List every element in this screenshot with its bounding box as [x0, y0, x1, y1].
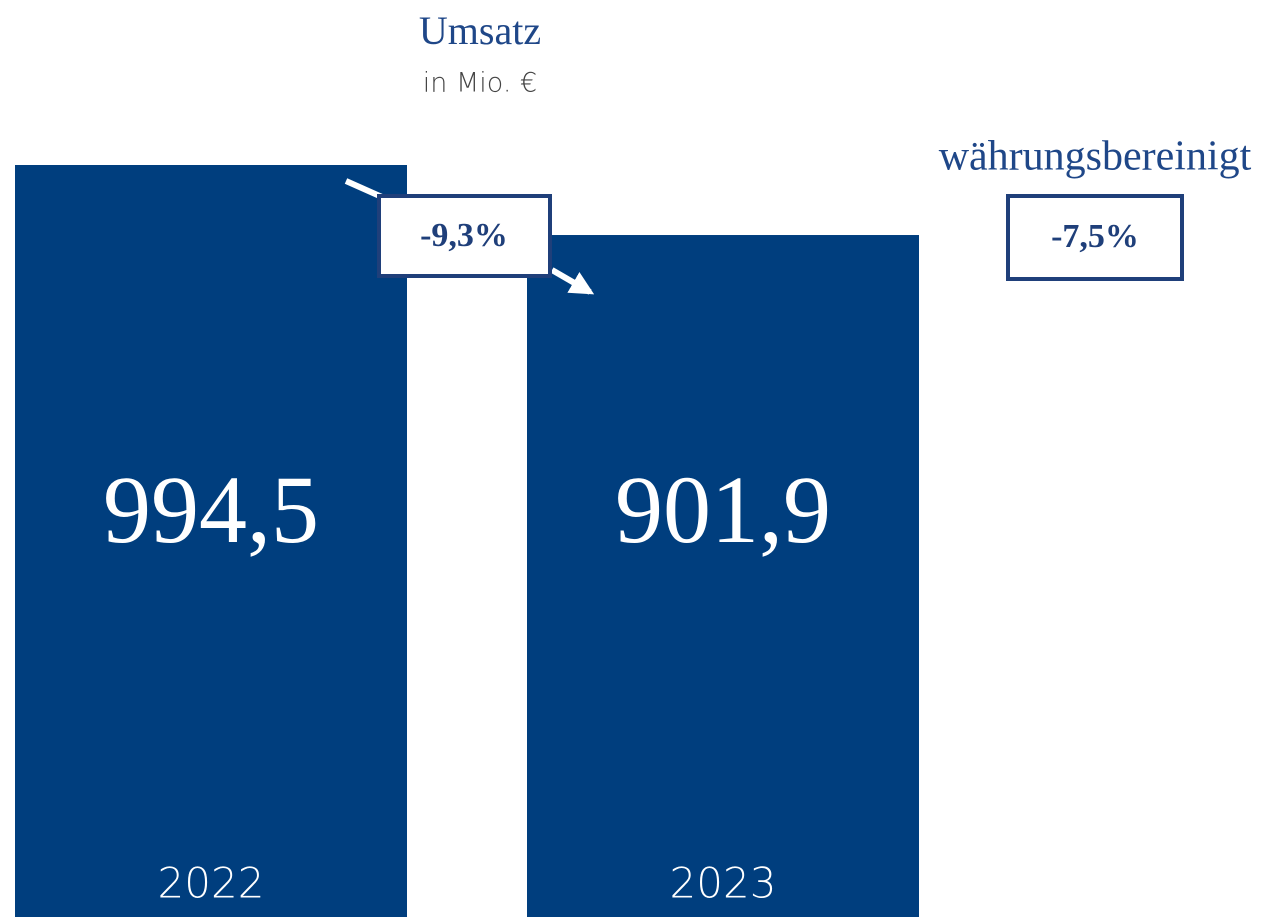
category-label: 2023: [670, 859, 777, 908]
value-label: 901,9: [615, 456, 831, 563]
arrow: [550, 267, 595, 295]
bar: [15, 165, 407, 917]
bars: 994,5 2022 901,9 2023: [15, 165, 919, 917]
change-label: -9,3%: [420, 217, 508, 254]
chart-title: Umsatz: [419, 8, 541, 53]
category-label: 2022: [158, 859, 265, 908]
chart-subtitle: in Mio. €: [423, 68, 537, 99]
change-box: [377, 194, 552, 278]
adjusted-change: -7,5%: [1051, 218, 1139, 255]
value-label: 994,5: [103, 456, 319, 563]
arrow-line: [344, 178, 384, 200]
adjusted-box: [1006, 194, 1184, 281]
adjusted-label: währungsbereinigt: [939, 134, 1252, 180]
annotations: -9,3% währungsbereinigt -7,5%: [344, 134, 1252, 295]
bar: [527, 235, 919, 917]
